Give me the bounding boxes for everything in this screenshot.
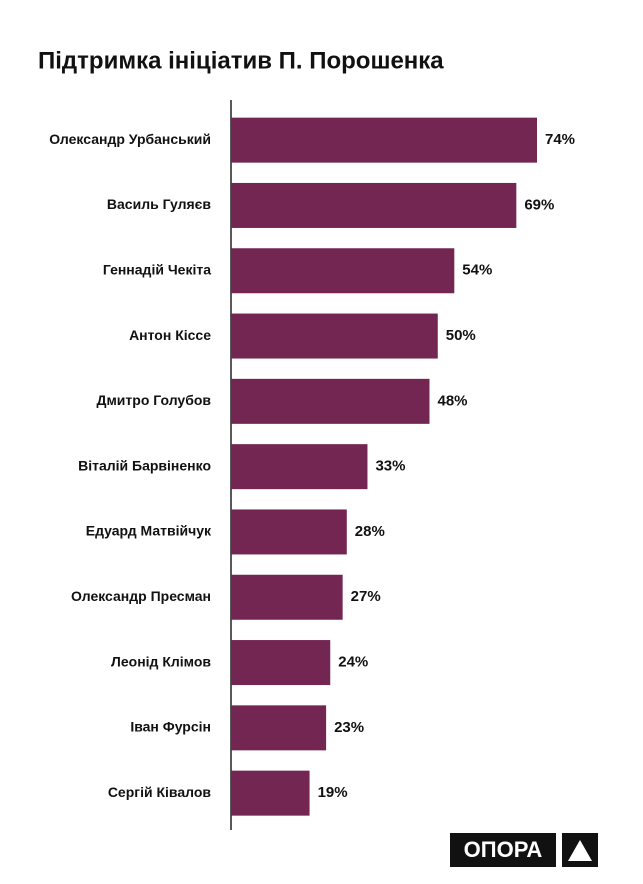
value-label: 54% xyxy=(462,262,492,279)
bar xyxy=(231,705,327,751)
bar xyxy=(231,770,310,816)
bar xyxy=(231,117,537,163)
bar xyxy=(231,248,455,294)
y-tick-label: Геннадій Чекіта xyxy=(103,261,211,277)
value-label: 69% xyxy=(524,196,554,213)
bar xyxy=(231,640,331,686)
y-tick-label: Леонід Клімов xyxy=(111,653,211,669)
value-label: 48% xyxy=(437,392,467,409)
value-label: 23% xyxy=(334,719,364,736)
bar xyxy=(231,509,347,555)
bar xyxy=(231,378,430,424)
value-label: 19% xyxy=(318,784,348,801)
y-tick-label: Олександр Урбанський xyxy=(49,131,211,147)
y-tick-label: Дмитро Голубов xyxy=(96,392,211,408)
y-tick-label: Іван Фурсін xyxy=(130,719,211,735)
bar xyxy=(231,313,438,359)
y-tick-label: Василь Гуляєв xyxy=(107,196,211,212)
logo-triangle xyxy=(568,840,592,861)
y-tick-label: Віталій Барвіненко xyxy=(78,457,211,473)
bar xyxy=(231,444,368,490)
value-label: 50% xyxy=(446,327,476,344)
value-label: 33% xyxy=(375,458,405,475)
y-tick-label: Едуард Матвійчук xyxy=(86,523,212,539)
chart-title: Підтримка ініціатив П. Порошенка xyxy=(38,47,444,74)
value-label: 24% xyxy=(338,654,368,671)
logo-text: ОПОРА xyxy=(464,837,543,862)
value-label: 28% xyxy=(355,523,385,540)
bar xyxy=(231,182,517,228)
value-label: 27% xyxy=(351,588,381,605)
y-tick-label: Олександр Пресман xyxy=(71,588,211,604)
logo-box xyxy=(450,833,556,867)
value-label: 74% xyxy=(545,131,575,148)
bar xyxy=(231,574,343,620)
y-tick-label: Антон Кіссе xyxy=(129,327,211,343)
y-tick-label: Сергій Ківалов xyxy=(108,784,212,800)
